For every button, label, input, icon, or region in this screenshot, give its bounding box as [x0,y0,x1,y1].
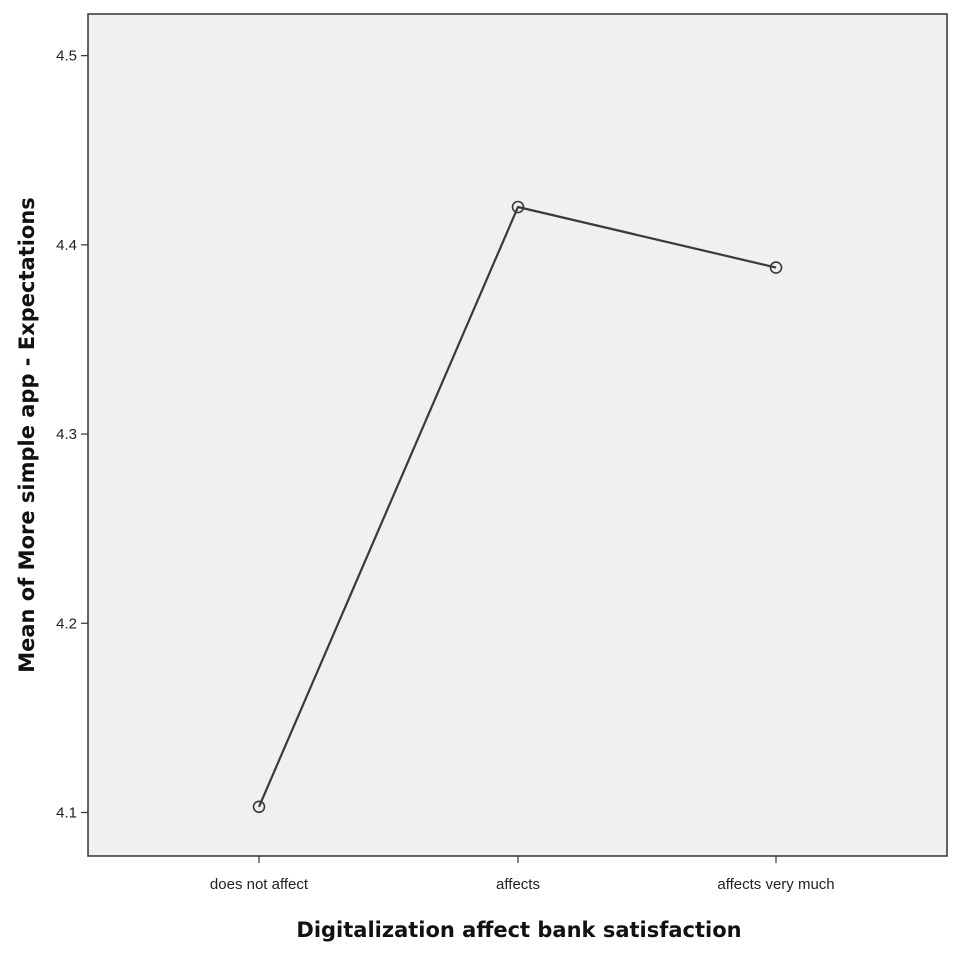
x-axis: does not affect affects affects very much [210,856,835,893]
y-tick-label: 4.4 [56,237,77,254]
series-layer [252,200,783,814]
y-tick-label: 4.5 [56,48,77,65]
x-tick-label: does not affect [210,876,309,893]
plot-area [87,13,948,857]
series-line [257,205,777,808]
y-axis-title: Mean of More simple app - Expectations [15,197,39,673]
x-tick-label: affects very much [717,876,834,893]
y-tick-label: 4.3 [56,426,77,443]
data-point-marker [252,800,266,814]
y-tick-label: 4.1 [56,804,77,821]
x-axis-title: Digitalization affect bank satisfaction [296,918,741,942]
data-point-marker [511,200,525,214]
data-point-marker [769,261,783,274]
y-axis: 4.1 4.2 4.3 4.4 4.5 [56,48,88,821]
x-tick-label: affects [496,876,540,893]
y-tick-label: 4.2 [56,615,77,632]
